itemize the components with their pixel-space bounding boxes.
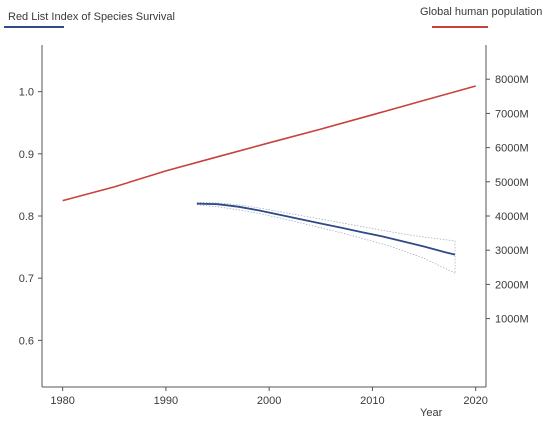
left-tick-label: 0.7 xyxy=(19,273,34,285)
x-tick-label: 2000 xyxy=(257,395,281,407)
left-tick-label: 1.0 xyxy=(19,87,34,99)
right-tick-label: 3000M xyxy=(495,245,529,257)
plot-frame xyxy=(41,45,487,388)
x-tick-label: 2010 xyxy=(360,395,384,407)
right-axis-ticks: 8000M 7000M 6000M 5000M 4000M 3000M 2000M 1000M xyxy=(486,74,529,326)
right-tick-label: 2000M xyxy=(495,279,529,291)
right-tick-label: 6000M xyxy=(495,143,529,155)
red-list-upper-bound xyxy=(196,201,456,242)
left-tick-label: 0.8 xyxy=(19,211,34,223)
right-tick-label: 8000M xyxy=(495,74,529,86)
x-tick-label: 1980 xyxy=(50,395,74,407)
right-tick-label: 4000M xyxy=(495,211,529,223)
right-tick-label: 7000M xyxy=(495,108,529,120)
population-series-line xyxy=(62,85,476,202)
left-tick-label: 0.6 xyxy=(19,335,34,347)
red-list-lower-bound xyxy=(196,204,456,274)
right-tick-label: 1000M xyxy=(495,314,529,326)
legend-population-label: Global human population xyxy=(420,6,542,18)
left-tick-label: 0.9 xyxy=(19,149,34,161)
red-list-series-line xyxy=(196,202,456,256)
x-tick-label: 1990 xyxy=(154,395,178,407)
right-tick-label: 5000M xyxy=(495,177,529,189)
x-axis-title: Year xyxy=(420,407,443,419)
legend-red-list-label: Red List Index of Species Survival xyxy=(8,11,175,23)
left-axis-ticks: 1.0 0.9 0.8 0.7 0.6 xyxy=(19,87,42,347)
x-tick-label: 2020 xyxy=(463,395,487,407)
x-axis-ticks: 1980 1990 2000 2010 2020 xyxy=(50,387,488,407)
